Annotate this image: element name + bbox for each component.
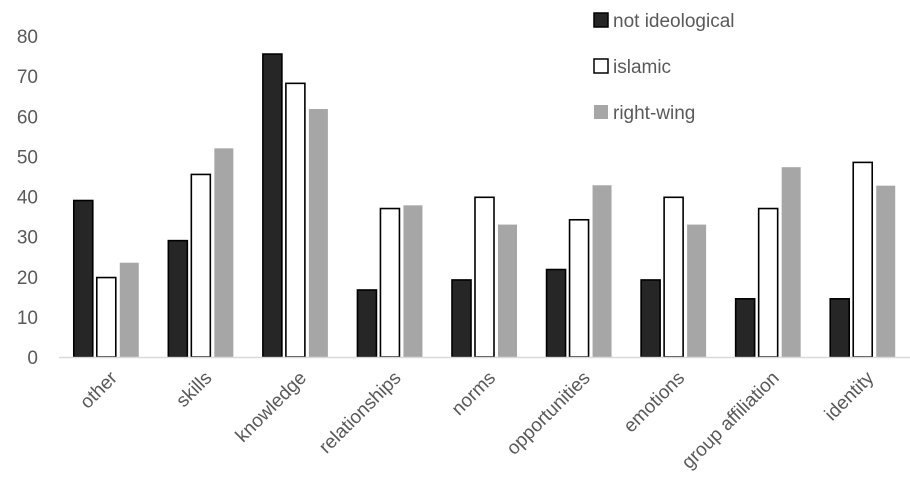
bar-islamic-relationships — [379, 207, 401, 358]
legend-swatch-islamic — [593, 58, 609, 74]
bar-not-ideological-emotions — [640, 279, 661, 358]
bar-islamic-emotions — [663, 196, 684, 358]
legend-swatch-right-wing — [594, 105, 608, 119]
y-axis-ticks: 0 10 20 30 40 50 60 70 80 — [17, 27, 38, 369]
x-tick-label: other — [76, 367, 122, 413]
x-tick-label: opportunities — [503, 368, 595, 460]
x-tick-label: norms — [448, 368, 500, 420]
bar-right-wing-knowledge — [308, 109, 328, 357]
bar-not-ideological-norms — [451, 279, 472, 358]
bar-not-ideological-knowledge — [262, 53, 283, 358]
bar-islamic-norms — [474, 196, 495, 358]
bar-not-ideological-relationships — [356, 289, 378, 358]
x-tick-label: identity — [821, 367, 879, 425]
y-tick-label: 20 — [17, 268, 38, 289]
bar-not-ideological-skills — [167, 239, 189, 358]
legend-label: islamic — [613, 57, 671, 78]
y-tick-label: 40 — [17, 188, 38, 209]
y-tick-label: 0 — [27, 348, 38, 369]
bar-not-ideological-opportunities — [545, 268, 567, 358]
bar-islamic-other — [95, 276, 117, 358]
x-tick-label: skills — [172, 368, 216, 412]
bar-right-wing-relationships — [403, 205, 423, 357]
bar-islamic-opportunities — [568, 218, 590, 358]
y-tick-label: 50 — [17, 147, 38, 168]
y-tick-label: 60 — [17, 107, 38, 128]
bar-islamic-skills — [190, 173, 212, 358]
x-axis-labels: other skills knowledge relationships norms op… — [76, 367, 878, 473]
bar-islamic-group-affiliation — [757, 207, 779, 358]
x-tick-label: emotions — [620, 368, 689, 437]
bar-not-ideological-group-affiliation — [734, 298, 756, 358]
x-tick-label: group affiliation — [678, 368, 784, 474]
bar-not-ideological-identity — [829, 298, 851, 358]
legend-swatch-not-ideological — [593, 12, 609, 28]
bar-right-wing-emotions — [687, 224, 707, 357]
legend: not ideological islamic right-wing — [593, 11, 734, 124]
x-tick-label: knowledge — [232, 368, 311, 447]
legend-label: right-wing — [613, 103, 695, 124]
bar-islamic-identity — [852, 161, 874, 358]
bar-islamic-knowledge — [285, 82, 306, 358]
bar-right-wing-opportunities — [592, 185, 612, 357]
bar-right-wing-other — [119, 262, 139, 357]
bars — [72, 53, 896, 358]
x-tick-label: relationships — [315, 368, 405, 458]
y-tick-label: 80 — [17, 27, 38, 48]
bar-right-wing-group-affiliation — [781, 167, 801, 357]
bar-right-wing-norms — [498, 224, 517, 357]
bar-right-wing-identity — [876, 185, 896, 357]
y-tick-label: 70 — [17, 67, 38, 88]
bar-right-wing-skills — [214, 148, 234, 357]
bar-not-ideological-other — [72, 199, 94, 358]
legend-label: not ideological — [613, 11, 734, 32]
y-tick-label: 30 — [17, 228, 38, 249]
y-tick-label: 10 — [17, 308, 38, 329]
